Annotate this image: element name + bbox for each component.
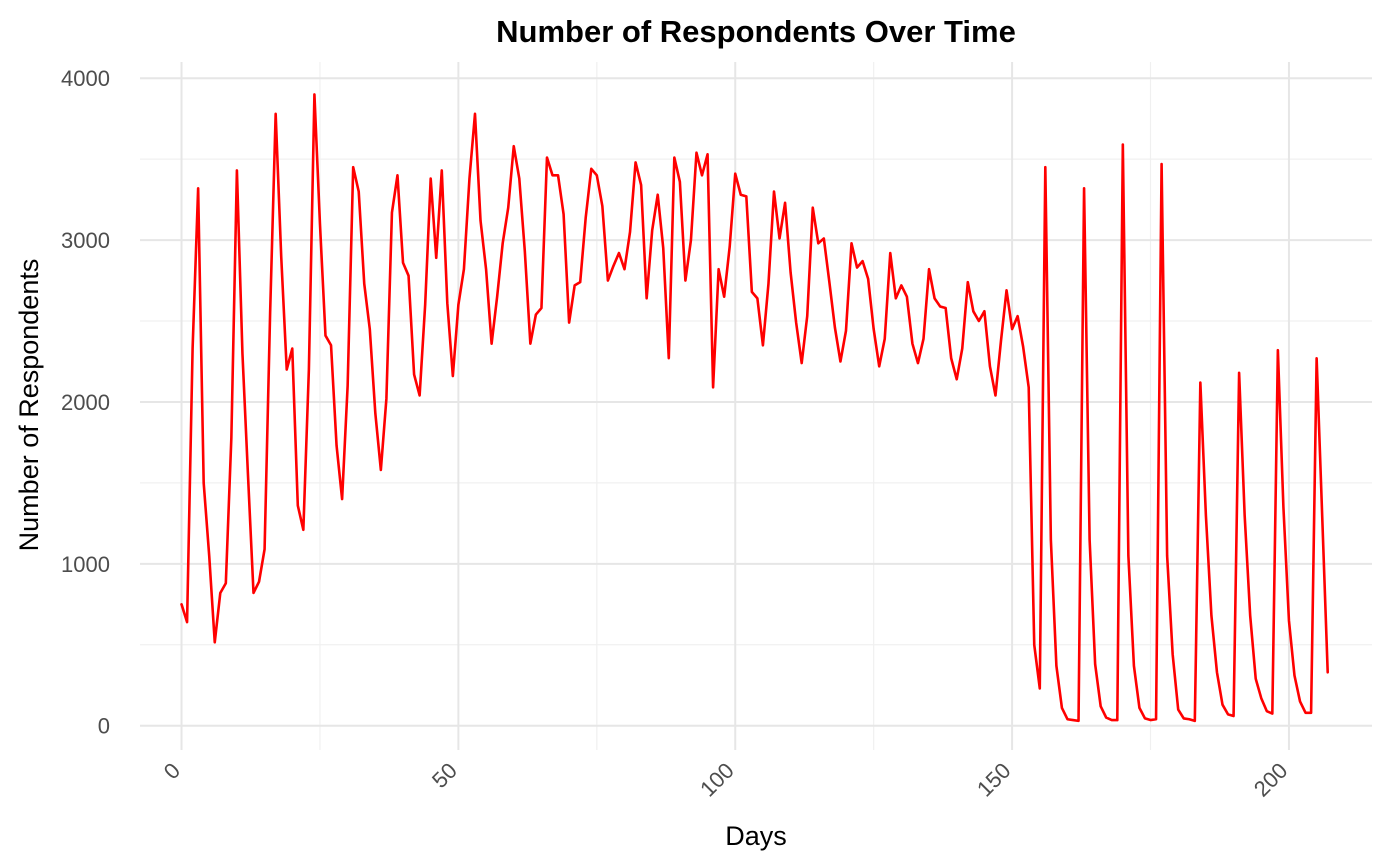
x-tick-label: 50 xyxy=(427,758,462,793)
y-tick-label: 4000 xyxy=(61,66,110,91)
x-tick-label: 0 xyxy=(159,758,185,784)
x-tick-label: 150 xyxy=(972,758,1016,802)
chart-title: Number of Respondents Over Time xyxy=(496,14,1016,49)
x-tick-label: 200 xyxy=(1249,758,1293,802)
x-tick-label: 100 xyxy=(695,758,739,802)
grid xyxy=(140,62,1372,750)
y-axis-title: Number of Respondents xyxy=(14,259,44,552)
x-axis-ticks: 0 50 100 150 200 xyxy=(159,758,1293,802)
y-tick-label: 2000 xyxy=(61,390,110,415)
series-layer xyxy=(180,93,1329,723)
series-line-respondents xyxy=(180,93,1329,723)
y-axis-ticks: 0 1000 2000 3000 4000 xyxy=(61,66,110,739)
x-axis-title: Days xyxy=(725,821,787,851)
y-tick-label: 0 xyxy=(98,714,110,739)
y-tick-label: 3000 xyxy=(61,228,110,253)
y-tick-label: 1000 xyxy=(61,552,110,577)
